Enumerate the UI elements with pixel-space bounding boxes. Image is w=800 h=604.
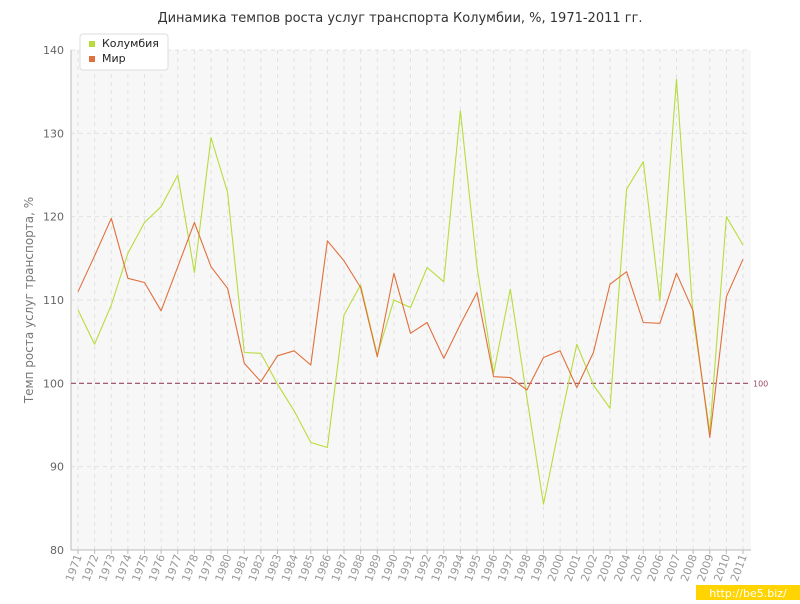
y-tick-label: 120 bbox=[43, 211, 64, 224]
y-tick-label: 140 bbox=[43, 44, 64, 57]
series-line-0 bbox=[77, 78, 744, 505]
watermark: http://be5.biz/ bbox=[696, 585, 800, 600]
legend: Колумбия Мир bbox=[79, 33, 169, 71]
chart-title: Динамика темпов роста услуг транспорта К… bbox=[157, 11, 642, 26]
legend-box bbox=[79, 33, 169, 71]
grid-lines bbox=[71, 49, 751, 551]
y-tick-label: 90 bbox=[50, 461, 64, 474]
y-tick-label: 100 bbox=[43, 377, 64, 390]
reference-line-label: 100 bbox=[753, 379, 768, 388]
legend-swatch-kolumbia bbox=[89, 41, 95, 47]
legend-swatch-mir bbox=[89, 56, 95, 62]
watermark-background bbox=[696, 585, 800, 600]
y-tick-label: 80 bbox=[50, 544, 64, 557]
y-axis-label: Темп роста услуг транспорта, % bbox=[22, 197, 36, 404]
series-line-1 bbox=[77, 217, 744, 439]
series-lines bbox=[77, 78, 744, 505]
y-tick-label: 110 bbox=[43, 294, 64, 307]
legend-label-mir: Мир bbox=[102, 52, 126, 65]
reference-line-group: 100 bbox=[71, 379, 768, 388]
y-tick-label: 130 bbox=[43, 127, 64, 140]
legend-label-kolumbia: Колумбия bbox=[102, 37, 159, 50]
watermark-text: http://be5.biz/ bbox=[709, 587, 787, 600]
